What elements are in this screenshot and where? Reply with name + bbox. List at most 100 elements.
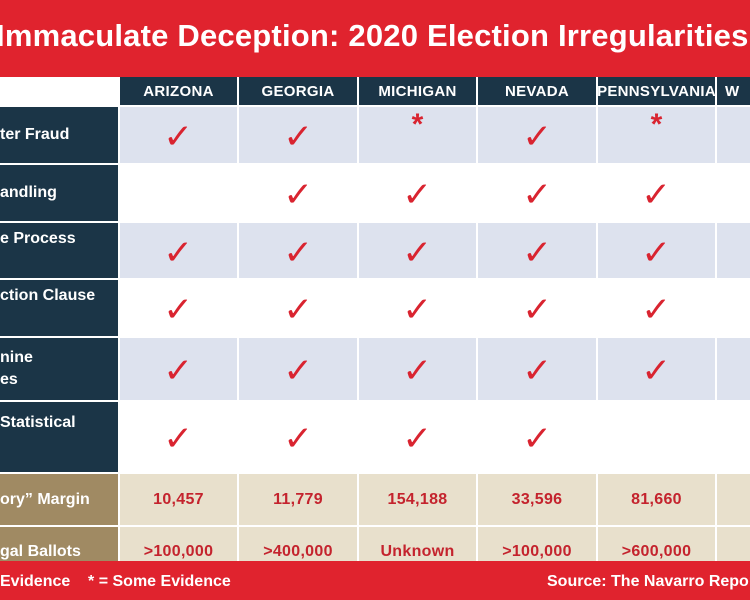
row-label-text: nine es xyxy=(0,349,33,388)
margin-value: 11,779 xyxy=(273,490,323,508)
ballots-value: >400,000 xyxy=(263,543,333,560)
row-label-text: e Process xyxy=(0,229,76,247)
table-cell: ✓ xyxy=(478,223,596,278)
table-cell: ✓ xyxy=(359,280,476,336)
table-cell: ✓ xyxy=(359,338,476,400)
ballots-value: >100,000 xyxy=(143,543,214,560)
table-cell: >600,000 xyxy=(598,527,715,561)
table-cell: ✓ xyxy=(239,107,357,163)
table-cell: >100,000 xyxy=(478,527,596,561)
column-header-pennsylvania: PENNSYLVANIA xyxy=(598,77,715,105)
check-mark-icon: ✓ xyxy=(641,352,672,390)
table-cell: ✓ xyxy=(478,165,596,221)
table-cell: ✓ xyxy=(239,165,357,221)
row-label-ballot-handling: andling xyxy=(0,165,118,221)
margin-value: 154,188 xyxy=(387,490,448,508)
row-label-voting-machine-irregularities: nine es xyxy=(0,338,118,400)
title-bar: Immaculate Deception: 2020 Election Irre… xyxy=(0,0,750,77)
table-cell: 10,457 xyxy=(120,474,237,525)
check-mark-icon: ✓ xyxy=(283,291,313,329)
column-header-arizona: ARIZONA xyxy=(120,77,237,105)
table-cell: ✓ xyxy=(598,165,715,221)
table-cell: ✓ xyxy=(359,165,476,221)
table-cell: Unknown xyxy=(359,527,476,561)
table-cell: ✓ xyxy=(239,223,357,278)
check-mark-icon: ✓ xyxy=(402,233,433,272)
table-cell: 81,660 xyxy=(598,474,715,525)
asterisk-icon: * xyxy=(650,108,663,141)
ballots-value: >100,000 xyxy=(502,543,572,560)
check-mark-icon: ✓ xyxy=(402,291,433,329)
row-label-election-clause: ction Clause xyxy=(0,280,118,336)
table-cell xyxy=(717,223,750,278)
table-cell: ✓ xyxy=(598,280,715,336)
table-cell xyxy=(717,280,750,336)
header-corner xyxy=(0,77,118,105)
table-cell xyxy=(717,474,750,525)
check-mark-icon: ✓ xyxy=(522,291,552,329)
check-mark-icon: ✓ xyxy=(163,291,194,329)
ballots-value: Unknown xyxy=(380,543,455,560)
table-cell: ✓ xyxy=(359,223,476,278)
margin-value: 81,660 xyxy=(631,490,682,508)
check-mark-icon: ✓ xyxy=(522,118,552,156)
asterisk-icon: * xyxy=(411,108,424,141)
check-mark-icon: ✓ xyxy=(402,176,433,214)
column-header-nevada: NEVADA xyxy=(478,77,596,105)
check-mark-icon: ✓ xyxy=(522,233,552,272)
table-cell: 154,188 xyxy=(359,474,476,525)
check-mark-icon: ✓ xyxy=(163,352,194,390)
table-cell: * xyxy=(359,107,476,163)
table-cell: * xyxy=(598,107,715,163)
row-label-text: ory” Margin xyxy=(0,490,90,508)
check-mark-icon: ✓ xyxy=(522,352,552,390)
table-cell xyxy=(717,107,750,163)
check-mark-icon: ✓ xyxy=(283,352,313,390)
table-cell: ✓ xyxy=(120,107,237,163)
table-cell: ✓ xyxy=(359,402,476,472)
table-cell: ✓ xyxy=(478,280,596,336)
row-label-statistical-anomalies: Statistical xyxy=(0,402,118,472)
irregularities-table: ARIZONA GEORGIA MICHIGAN NEVADA PENNSYLV… xyxy=(0,77,750,561)
table-cell: ✓ xyxy=(478,107,596,163)
report-title: Immaculate Deception: 2020 Election Irre… xyxy=(0,18,749,53)
source-credit: Source: The Navarro Report xyxy=(547,573,750,590)
margin-value: 10,457 xyxy=(153,490,204,508)
table-cell: ✓ xyxy=(120,280,237,336)
table-cell: 33,596 xyxy=(478,474,596,525)
check-mark-icon: ✓ xyxy=(641,233,672,272)
margin-value: 33,596 xyxy=(511,490,563,508)
table-cell: ✓ xyxy=(239,338,357,400)
check-mark-icon: ✓ xyxy=(402,420,433,458)
check-mark-icon: ✓ xyxy=(641,291,672,329)
table-cell: >400,000 xyxy=(239,527,357,561)
table-cell: 11,779 xyxy=(239,474,357,525)
table-cell xyxy=(717,165,750,221)
table-cell: ✓ xyxy=(120,402,237,472)
check-mark-icon: ✓ xyxy=(402,352,433,390)
row-label-text: ter Fraud xyxy=(0,126,70,143)
footer-bar: Evidence * = Some Evidence Source: The N… xyxy=(0,561,750,600)
table-cell xyxy=(717,527,750,561)
table-cell xyxy=(598,402,715,472)
check-mark-icon: ✓ xyxy=(522,420,552,458)
check-mark-icon: ✓ xyxy=(641,176,672,214)
table-cell: >100,000 xyxy=(120,527,237,561)
check-mark-icon: ✓ xyxy=(283,420,313,458)
table-cell: ✓ xyxy=(598,223,715,278)
check-mark-icon: ✓ xyxy=(163,420,194,458)
row-label-text: ction Clause xyxy=(0,287,96,304)
check-mark-icon: ✓ xyxy=(163,233,194,272)
row-label-due-process: e Process xyxy=(0,223,118,278)
column-header-georgia: GEORGIA xyxy=(239,77,357,105)
check-mark-icon: ✓ xyxy=(522,176,552,214)
check-mark-icon: ✓ xyxy=(283,118,313,156)
table-cell xyxy=(717,338,750,400)
row-label-victory-margin: ory” Margin xyxy=(0,474,118,525)
check-mark-icon: ✓ xyxy=(283,233,313,272)
ballots-value: >600,000 xyxy=(621,543,692,560)
table-cell: ✓ xyxy=(239,280,357,336)
table-cell: ✓ xyxy=(120,338,237,400)
table-cell: ✓ xyxy=(120,223,237,278)
table-cell: ✓ xyxy=(478,338,596,400)
